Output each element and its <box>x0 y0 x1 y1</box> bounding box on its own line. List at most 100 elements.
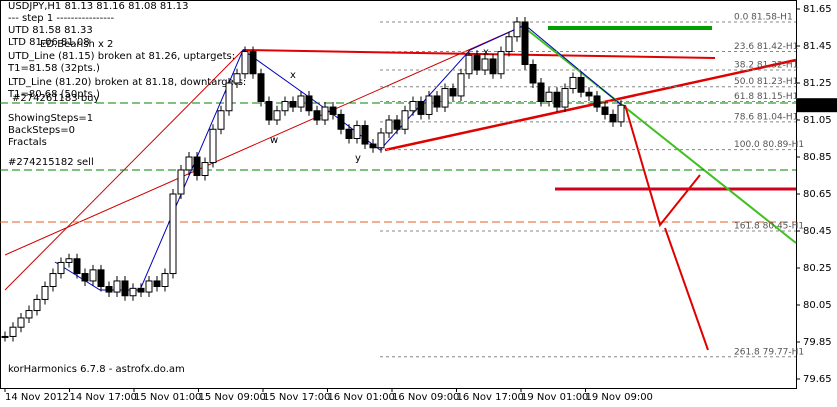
time-label: 14 Nov 2012 <box>5 392 69 403</box>
candle <box>577 76 585 93</box>
candle <box>481 58 489 71</box>
fib-label: 100.0 80.89-H1 <box>734 140 804 150</box>
info-text: --- step 1 ---------------- <box>8 13 114 24</box>
candle <box>225 82 233 112</box>
wave-label: w <box>270 135 278 146</box>
candle <box>409 101 417 112</box>
candle <box>289 101 297 108</box>
time-label: 15 Nov 09:00 <box>199 392 266 403</box>
candle <box>145 280 153 293</box>
candle <box>329 106 337 115</box>
info-text: T1=81.58 (32pts.) <box>7 63 100 74</box>
fib-label: 61.8 81.15-H1 <box>734 92 798 102</box>
candle <box>217 110 225 130</box>
candle <box>201 162 209 177</box>
info-text: USDJPY,H1 81.13 81.16 81.08 81.13 <box>8 1 189 12</box>
info-text: LTD_Line (81.20) broken at 81.18, downta… <box>8 77 246 88</box>
time-label: 19 Nov 09:00 <box>586 392 653 403</box>
price-label: 81.65 <box>803 4 832 15</box>
info-text: UTD_Line (81.15) broken at 81.26, uptarg… <box>8 51 235 62</box>
candle <box>129 287 137 297</box>
candle <box>33 298 41 312</box>
candle <box>593 95 601 108</box>
price-label: 80.65 <box>803 189 832 200</box>
time-label: 16 Nov 09:00 <box>392 392 459 403</box>
candle <box>585 91 593 97</box>
fib-label: 50.0 81.23-H1 <box>734 77 798 87</box>
candle <box>153 280 161 288</box>
candle <box>489 58 497 75</box>
candle <box>249 51 257 75</box>
candle <box>513 21 521 38</box>
candle <box>17 317 25 328</box>
wave-label: y <box>355 153 361 164</box>
price-box <box>797 98 837 113</box>
candle <box>425 95 433 115</box>
candle <box>273 110 281 121</box>
candle <box>97 269 105 288</box>
candle <box>297 95 305 108</box>
candle <box>185 156 193 171</box>
candle <box>337 113 345 130</box>
candle <box>121 280 129 297</box>
price-label: 79.85 <box>803 337 832 348</box>
time-label: 15 Nov 17:00 <box>263 392 330 403</box>
candle <box>369 143 377 149</box>
time-label: 14 Nov 17:00 <box>70 392 137 403</box>
candle <box>9 326 17 337</box>
candle <box>385 119 393 134</box>
candle <box>25 310 33 319</box>
candle <box>353 125 361 140</box>
candle <box>545 91 553 102</box>
candle <box>617 104 625 123</box>
candle <box>441 88 449 108</box>
candle <box>361 125 369 145</box>
candle <box>241 51 249 75</box>
fib-label: 261.8 79.77-H1 <box>734 347 804 357</box>
candle <box>57 261 65 275</box>
info-text: Fractals <box>8 137 47 148</box>
overlays <box>0 24 797 351</box>
wave-label: x <box>290 70 296 81</box>
fib-label: 161.8 80.45-H1 <box>734 222 804 232</box>
candle <box>89 269 97 282</box>
candle <box>1 335 9 338</box>
price-label: 80.85 <box>803 152 832 163</box>
fib-label: 0.0 81.58-H1 <box>734 12 793 22</box>
candle <box>233 73 241 84</box>
candle <box>161 273 169 287</box>
candle <box>609 113 617 123</box>
candle <box>569 76 577 90</box>
wave-label: x <box>483 47 489 58</box>
candle <box>345 128 353 139</box>
time-label: 19 Nov 01:00 <box>521 392 588 403</box>
candle <box>81 273 89 282</box>
candle <box>457 73 465 97</box>
info-text: LTD 81.06 81.08 <box>8 37 90 48</box>
candle <box>193 156 201 176</box>
candle <box>321 106 329 121</box>
candle <box>529 64 537 84</box>
candle <box>313 110 321 121</box>
candle <box>401 110 409 130</box>
info-text: BackSteps=0 <box>8 125 75 136</box>
candle <box>49 273 57 287</box>
fib-label: 38.2 81.32-H1 <box>734 61 798 71</box>
candle <box>393 119 401 130</box>
candle <box>505 36 513 53</box>
price-label: 80.25 <box>803 263 832 274</box>
fib-label: 78.6 81.04-H1 <box>734 112 798 122</box>
candle <box>73 258 81 275</box>
info-text: UTD 81.58 81.33 <box>8 25 93 36</box>
time-label: 16 Nov 01:00 <box>328 392 395 403</box>
candle <box>257 73 265 102</box>
price-box-label: 81.13 <box>802 100 831 111</box>
candle <box>433 95 441 108</box>
candle <box>305 95 313 112</box>
candle <box>417 101 425 115</box>
price-label: 80.45 <box>803 226 832 237</box>
info-text: ShowingSteps=1 <box>8 113 93 124</box>
candle <box>377 132 385 149</box>
candle <box>601 106 609 115</box>
candle <box>137 287 145 293</box>
